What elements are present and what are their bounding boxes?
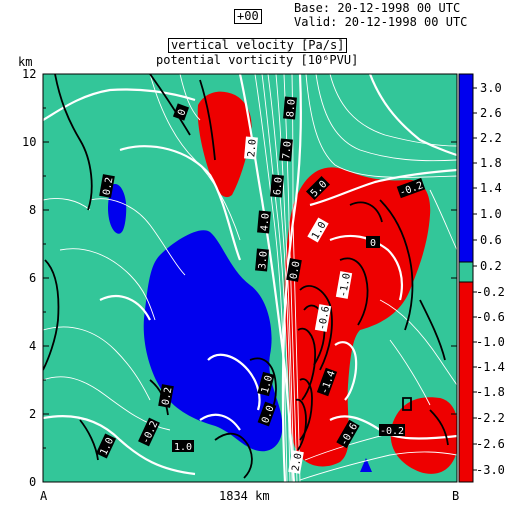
- colorbar-label: -1.4: [476, 360, 505, 374]
- contour-label-02a: 0.2: [99, 174, 115, 198]
- contour-label-0b: 0: [366, 236, 380, 249]
- contour-label-m06: -0.6: [314, 304, 332, 332]
- svg-text:1.0: 1.0: [174, 442, 192, 453]
- colorbar: [458, 73, 477, 483]
- blue-region-triangle: [360, 458, 372, 472]
- colorbar-label: -2.6: [476, 437, 505, 451]
- contour-label-m02c: -0.2: [379, 424, 405, 437]
- svg-text:6.0: 6.0: [272, 177, 285, 196]
- svg-text:0: 0: [370, 238, 376, 249]
- colorbar-label: 3.0: [480, 81, 502, 95]
- contour-label-1b: 1.0: [257, 371, 275, 397]
- y-tick-label-0: 0: [29, 475, 37, 489]
- colorbar-label: -3.0: [476, 463, 505, 477]
- svg-text:1.0: 1.0: [260, 374, 275, 394]
- contour-label-02b: 0.2: [158, 384, 174, 408]
- forecast-step-label: +00: [234, 9, 262, 24]
- blue-region-main: [143, 230, 283, 452]
- colorbar-label: -1.0: [476, 335, 505, 349]
- colorbar-label: 1.4: [480, 181, 502, 195]
- contour-label-m1a: -1.0: [335, 271, 353, 299]
- x-label-distance: 1834 km: [219, 489, 270, 503]
- base-time-label: Base: 20-12-1998 00 UTC: [294, 1, 461, 15]
- omega-contours: [43, 74, 449, 479]
- y-tick-label-4: 4: [29, 339, 37, 353]
- red-region-right: [390, 397, 457, 474]
- svg-text:0.0: 0.0: [288, 260, 302, 280]
- colorbar-neutral: [458, 261, 474, 283]
- contour-label-0a: 0: [172, 103, 190, 121]
- svg-text:-0.6: -0.6: [317, 305, 332, 331]
- red-region-top: [197, 91, 252, 198]
- colorbar-label: -0.6: [476, 310, 505, 324]
- svg-text:0.2: 0.2: [101, 176, 115, 196]
- x-label-end: B: [452, 489, 460, 503]
- colorbar-label: -0.2: [476, 285, 505, 299]
- y-tick-label-8: 8: [29, 203, 37, 217]
- colorbar-label: 2.2: [480, 131, 502, 145]
- contour-label-2: 2.0: [244, 136, 259, 160]
- contour-label-2b: 2.0: [288, 450, 304, 474]
- colorbar-label: 1.0: [480, 207, 502, 221]
- y-tick-label-10: 10: [22, 135, 37, 149]
- colorbar-label: 2.6: [480, 106, 502, 120]
- svg-text:-1.0: -1.0: [338, 272, 353, 298]
- y-tick-marks: [43, 73, 457, 449]
- contour-label-6: 6.0: [270, 174, 285, 198]
- svg-text:0: 0: [176, 108, 188, 117]
- colorbar-label: 0.6: [480, 233, 502, 247]
- contour-label-3: 3.0: [255, 248, 270, 272]
- blue-region-small: [108, 184, 127, 234]
- y-tick-label-6: 6: [29, 271, 37, 285]
- svg-text:4.0: 4.0: [259, 213, 272, 232]
- svg-text:8.0: 8.0: [285, 99, 298, 118]
- y-axis-unit: km: [18, 55, 33, 69]
- y-tick-label-2: 2: [29, 407, 37, 421]
- colorbar-label: 1.8: [480, 156, 502, 170]
- svg-text:0.2: 0.2: [160, 386, 174, 406]
- svg-text:-0.2: -0.2: [380, 426, 404, 437]
- y-tick-label-12: 12: [22, 67, 37, 81]
- colorbar-label: 0.2: [480, 259, 502, 273]
- contour-label-0-0: 0.0: [286, 258, 302, 282]
- valid-time-label: Valid: 20-12-1998 00 UTC: [294, 15, 468, 29]
- colorbar-negative: [458, 281, 474, 483]
- svg-text:7.0: 7.0: [281, 141, 294, 160]
- contour-label-1d: 1.0: [172, 440, 194, 453]
- pv-contours-thin: [43, 74, 457, 482]
- field-title-vertical-velocity: vertical velocity [Pa/s]: [168, 38, 348, 53]
- colorbar-label: -2.2: [476, 411, 505, 425]
- field-title-potential-vorticity: potential vorticity [10⁶PVU]: [156, 53, 359, 67]
- svg-text:2.0: 2.0: [290, 452, 304, 472]
- contour-labels: 0 8.0 7.0 2.0 6.0 5.0 4.0 3.0 1.0 0.0 0 …: [95, 96, 426, 474]
- svg-text:2.0: 2.0: [246, 139, 259, 158]
- contour-label-7: 7.0: [279, 138, 294, 162]
- x-label-start: A: [40, 489, 48, 503]
- contour-label-4: 4.0: [257, 210, 272, 234]
- contour-label-8: 8.0: [283, 96, 298, 120]
- svg-text:3.0: 3.0: [257, 251, 270, 270]
- colorbar-positive: [458, 73, 474, 279]
- colorbar-label: -1.8: [476, 385, 505, 399]
